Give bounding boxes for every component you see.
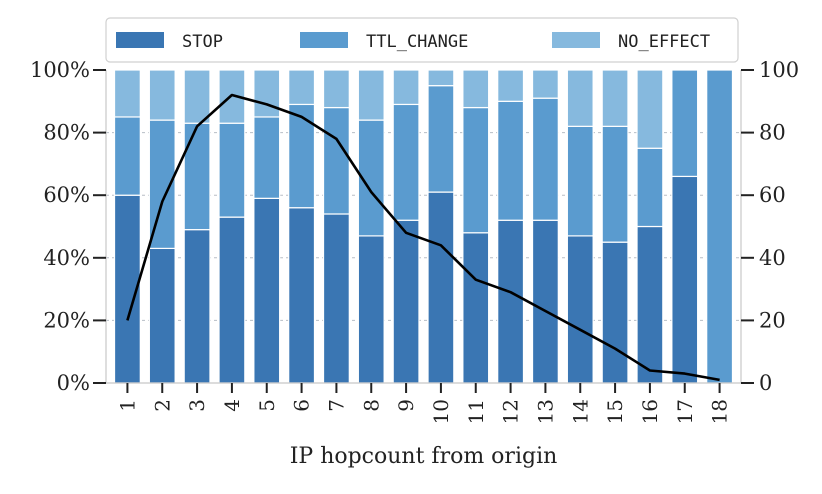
x-tick-label-2: 2 <box>150 399 174 412</box>
left-tick-label-100: 100% <box>30 58 90 82</box>
bar-ttl_change-9 <box>392 103 420 221</box>
x-tick-label-13: 13 <box>533 399 557 424</box>
x-tick-label-8: 8 <box>359 399 383 412</box>
bar-stop-13 <box>531 219 559 384</box>
right-tick-label-100: 100 <box>759 58 799 82</box>
x-tick-label-3: 3 <box>185 399 209 412</box>
bar-ttl_change-17 <box>671 69 699 178</box>
x-tick-label-18: 18 <box>708 399 732 424</box>
right-tick-label-20: 20 <box>759 308 786 332</box>
bar-stop-8 <box>357 235 385 384</box>
right-tick-label-60: 60 <box>759 183 786 207</box>
bar-ttl_change-14 <box>566 125 594 237</box>
x-tick-label-11: 11 <box>464 399 488 424</box>
right-tick-label-0: 0 <box>759 371 772 395</box>
x-tick-label-14: 14 <box>568 399 592 424</box>
legend-label-ttl_change: TTL_CHANGE <box>366 32 468 52</box>
bar-stop-14 <box>566 235 594 384</box>
x-tick-label-4: 4 <box>220 399 244 412</box>
legend-swatch-ttl_change <box>300 32 348 48</box>
bar-no_effect-7 <box>322 69 350 109</box>
bar-no_effect-16 <box>636 69 664 149</box>
x-axis-label: IP hopcount from origin <box>290 444 558 469</box>
bar-stop-17 <box>671 175 699 384</box>
bar-stop-3 <box>183 229 211 384</box>
bar-ttl_change-5 <box>253 116 281 199</box>
bar-stop-2 <box>148 247 176 384</box>
bar-stop-15 <box>601 241 629 384</box>
bar-ttl_change-10 <box>427 85 455 193</box>
legend-swatch-stop <box>116 32 164 48</box>
bar-stop-5 <box>253 197 281 384</box>
bar-stop-9 <box>392 219 420 384</box>
bar-no_effect-15 <box>601 69 629 127</box>
bar-ttl_change-15 <box>601 125 629 243</box>
bar-no_effect-3 <box>183 69 211 124</box>
bar-ttl_change-11 <box>462 106 490 234</box>
x-tick-label-16: 16 <box>638 399 662 424</box>
bar-stop-12 <box>497 219 525 384</box>
bar-no_effect-10 <box>427 69 455 87</box>
bar-stop-6 <box>288 207 316 384</box>
left-tick-label-60: 60% <box>43 183 90 207</box>
bar-no_effect-5 <box>253 69 281 118</box>
bar-ttl_change-16 <box>636 147 664 228</box>
left-tick-label-40: 40% <box>43 246 90 270</box>
x-tick-label-7: 7 <box>324 399 348 412</box>
x-tick-label-1: 1 <box>115 399 139 412</box>
legend-label-no_effect: NO_EFFECT <box>618 32 710 52</box>
bar-no_effect-12 <box>497 69 525 102</box>
left-tick-label-80: 80% <box>43 121 90 145</box>
bar-ttl_change-18 <box>706 69 734 384</box>
bar-no_effect-1 <box>113 69 141 118</box>
bar-no_effect-2 <box>148 69 176 121</box>
legend-box <box>105 17 739 63</box>
x-tick-label-6: 6 <box>290 399 314 412</box>
bar-ttl_change-13 <box>531 97 559 221</box>
legend-label-stop: STOP <box>182 32 223 52</box>
x-tick-label-5: 5 <box>255 399 279 412</box>
legend-swatch-no_effect <box>552 32 600 48</box>
bar-no_effect-6 <box>288 69 316 106</box>
bar-stop-16 <box>636 225 664 384</box>
x-tick-label-12: 12 <box>499 399 523 424</box>
left-tick-label-20: 20% <box>43 308 90 332</box>
bar-stop-10 <box>427 191 455 384</box>
right-tick-label-80: 80 <box>759 121 786 145</box>
bar-stop-11 <box>462 232 490 384</box>
x-tick-label-9: 9 <box>394 399 418 412</box>
x-tick-label-17: 17 <box>673 399 697 424</box>
count-line <box>126 93 720 382</box>
bar-ttl_change-7 <box>322 106 350 215</box>
bar-ttl_change-1 <box>113 116 141 196</box>
bar-ttl_change-4 <box>218 122 246 218</box>
x-tick-label-15: 15 <box>603 399 627 424</box>
left-tick-label-0: 0% <box>57 371 90 395</box>
x-tick-label-10: 10 <box>429 399 453 424</box>
right-tick-label-40: 40 <box>759 246 786 270</box>
bar-stop-4 <box>218 216 246 384</box>
bar-no_effect-8 <box>357 69 385 121</box>
bar-no_effect-9 <box>392 69 420 106</box>
bar-ttl_change-6 <box>288 103 316 209</box>
bar-no_effect-11 <box>462 69 490 109</box>
bar-stop-7 <box>322 213 350 384</box>
bar-ttl_change-12 <box>497 100 525 221</box>
bar-no_effect-14 <box>566 69 594 127</box>
bar-ttl_change-3 <box>183 122 211 231</box>
bar-no_effect-13 <box>531 69 559 99</box>
